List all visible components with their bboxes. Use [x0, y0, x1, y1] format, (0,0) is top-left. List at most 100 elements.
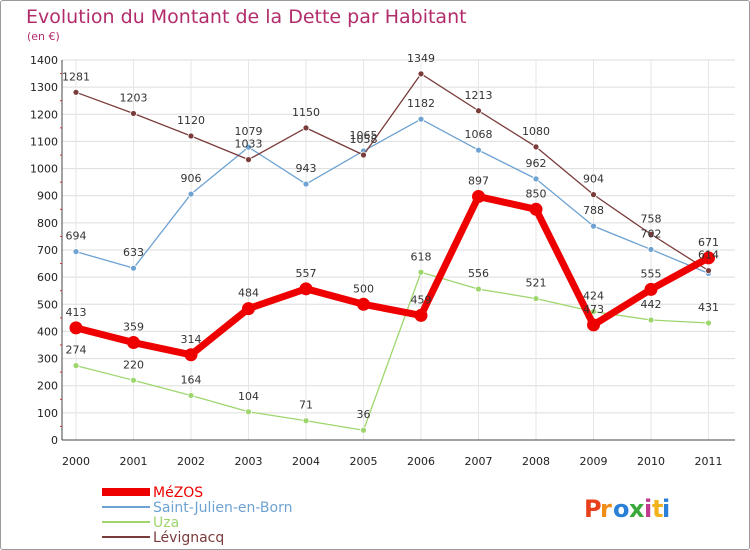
data-point — [357, 297, 370, 311]
y-tick-label: 100 — [37, 407, 58, 420]
data-point — [245, 156, 252, 164]
data-label: 1068 — [465, 128, 493, 141]
data-label: 1120 — [177, 114, 205, 127]
data-point — [72, 362, 80, 370]
y-tick-label: 500 — [37, 298, 58, 311]
y-tick-label: 1200 — [30, 108, 58, 121]
data-point — [302, 180, 310, 188]
data-point — [647, 246, 655, 253]
y-tick-label: 800 — [37, 217, 58, 230]
x-tick-label: 2011 — [695, 455, 723, 468]
data-point — [72, 248, 80, 256]
data-point — [532, 175, 540, 183]
logo-letter: i — [662, 495, 670, 523]
y-tick-label: 1100 — [30, 135, 58, 148]
data-point — [475, 285, 482, 293]
data-label: 1213 — [465, 89, 493, 102]
y-tick-label: 700 — [37, 244, 58, 257]
data-point — [187, 132, 195, 140]
legend-label: MéZOS — [153, 485, 203, 501]
data-point — [532, 143, 540, 151]
data-point — [472, 190, 485, 204]
legend-label: Uza — [153, 515, 179, 531]
legend-label: Lévignacq — [153, 530, 224, 546]
data-label: 71 — [299, 399, 313, 412]
data-point — [245, 408, 252, 416]
data-point — [702, 251, 715, 265]
data-point — [127, 336, 140, 350]
data-point — [130, 376, 137, 384]
data-label: 36 — [357, 408, 371, 421]
proxiti-logo: Pr o x i ti — [584, 495, 670, 523]
data-label: 788 — [583, 204, 604, 217]
data-label: 431 — [698, 301, 719, 314]
data-point — [532, 295, 540, 302]
data-point — [130, 264, 137, 272]
data-label: 500 — [353, 282, 374, 295]
data-point — [647, 230, 655, 238]
data-label: 850 — [526, 187, 547, 200]
x-tick-label: 2003 — [235, 455, 263, 468]
data-label: 943 — [296, 162, 317, 175]
data-label: 906 — [181, 172, 202, 185]
data-point — [705, 319, 712, 327]
data-label: 671 — [698, 236, 719, 249]
data-label: 442 — [641, 298, 662, 311]
data-label: 614 — [698, 249, 719, 262]
data-label: 164 — [181, 373, 202, 386]
x-tick-label: 2004 — [292, 455, 320, 468]
data-label: 473 — [583, 303, 604, 316]
chart-subtitle: (en €) — [27, 30, 60, 43]
series-line-MéZOS — [72, 193, 712, 359]
data-label: 1079 — [235, 125, 263, 138]
data-point — [417, 115, 425, 123]
data-point — [69, 321, 83, 335]
y-tick-label: 900 — [37, 190, 58, 203]
data-point — [187, 392, 195, 399]
data-label: 1033 — [235, 138, 263, 151]
data-label: 521 — [526, 277, 547, 290]
x-tick-label: 2008 — [522, 455, 550, 468]
data-point — [242, 302, 255, 316]
x-tick-label: 2007 — [465, 455, 493, 468]
chart-title: Evolution du Montant de la Dette par Hab… — [26, 6, 467, 28]
data-point — [245, 143, 252, 151]
y-tick-label: 400 — [37, 325, 58, 338]
data-point — [587, 318, 600, 332]
data-point — [705, 267, 712, 275]
data-label: 633 — [123, 246, 144, 259]
data-label: 702 — [641, 227, 662, 240]
data-label: 1349 — [407, 52, 435, 65]
data-point — [475, 107, 482, 115]
data-label: 618 — [411, 250, 432, 263]
logo-letter: r — [600, 495, 612, 523]
y-tick-label: 0 — [51, 434, 58, 447]
y-tick-label: 300 — [37, 353, 58, 366]
data-point — [130, 110, 137, 117]
data-point — [529, 202, 543, 216]
series-line-Uza — [75, 271, 710, 431]
data-point — [647, 316, 655, 324]
data-point — [644, 282, 658, 296]
x-tick-label: 2005 — [350, 455, 378, 468]
logo-letter: t — [652, 495, 663, 523]
data-point — [590, 191, 597, 199]
x-tick-label: 2002 — [177, 455, 205, 468]
data-label: 424 — [583, 290, 604, 303]
data-point — [72, 88, 80, 96]
x-tick-label: 2009 — [580, 455, 608, 468]
data-point — [299, 282, 313, 296]
data-point — [475, 146, 482, 154]
logo-letter: x — [629, 495, 645, 523]
data-label: 484 — [238, 287, 259, 300]
data-point — [187, 190, 195, 198]
x-tick-label: 2000 — [62, 455, 90, 468]
x-tick-label: 2010 — [637, 455, 665, 468]
data-label: 758 — [641, 212, 662, 225]
logo-letter: P — [584, 495, 602, 523]
x-tick-label: 2006 — [407, 455, 435, 468]
series-line-Saint-Julien-en-Born — [75, 118, 710, 274]
data-label: 104 — [238, 390, 259, 403]
